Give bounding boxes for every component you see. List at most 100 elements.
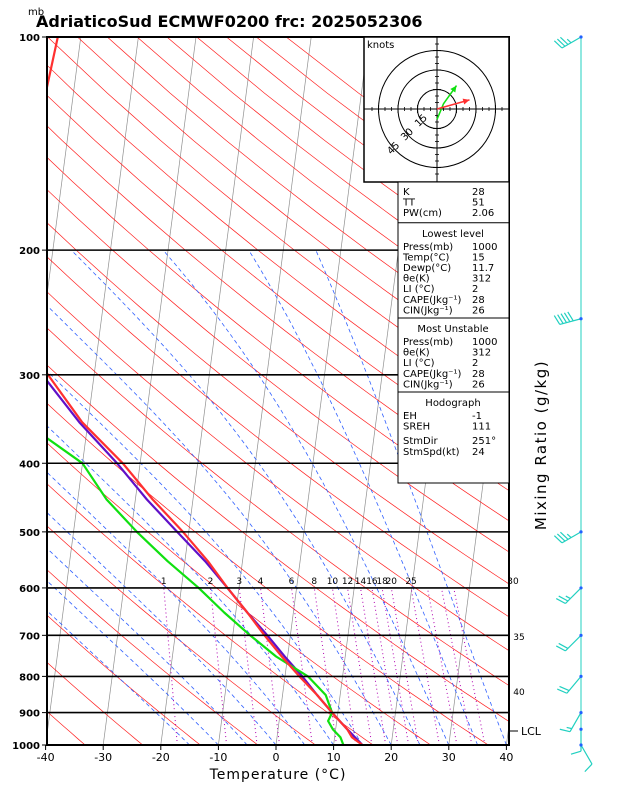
index-value: 111	[472, 422, 491, 433]
wind-barb	[555, 633, 583, 652]
moist-adiabat-line	[47, 471, 306, 745]
mixing-ratio-tick-label: 40	[513, 688, 525, 698]
index-label: CAPE(Jkg⁻¹)	[403, 369, 461, 380]
y-tick-label: 400	[19, 459, 40, 470]
index-value: 312	[472, 348, 491, 359]
index-value: 26	[472, 379, 485, 390]
mixing-ratio-tick-label: 20	[386, 577, 398, 587]
wind-barb	[555, 586, 583, 605]
y-tick-label: 100	[19, 33, 40, 44]
dry-adiabat-line	[47, 364, 509, 722]
wind-barb-shaft	[569, 712, 582, 732]
hodograph-storm-motion-arrowhead	[462, 98, 470, 105]
x-tick-label: -20	[152, 751, 170, 764]
mixing-ratio-tick-label: 10	[327, 577, 339, 587]
mixing-ratio-tick-label: 6	[289, 577, 295, 587]
pressure-levels	[47, 249, 509, 714]
dry-adiabat-line	[47, 189, 509, 553]
wind-barb-dot	[579, 35, 583, 39]
index-section-title: Most Unstable	[417, 324, 488, 335]
mixing-ratio-tick-label: 16	[366, 577, 378, 587]
dry-adiabat-line	[47, 569, 259, 745]
index-label: LI (°C)	[403, 358, 435, 369]
wind-barb-flag	[560, 531, 569, 540]
pressure-axis: 1000 900 800 700 600 500 400 300 200 100	[12, 33, 47, 752]
index-label: CIN(Jkg⁻¹)	[403, 305, 453, 316]
wind-barb-dot	[579, 674, 583, 678]
wind-barb-flag	[558, 642, 569, 649]
wind-barb-flag	[556, 38, 566, 47]
wind-barb	[553, 35, 583, 49]
dry-adiabat-line	[47, 64, 509, 433]
dry-adiabat-line	[47, 125, 509, 492]
wind-barb-flag	[557, 314, 564, 324]
index-label: Temp(°C)	[402, 252, 450, 263]
wind-barb-shaft	[565, 587, 582, 604]
wind-barb-shaft	[566, 676, 582, 694]
index-label: Press(mb)	[403, 242, 453, 253]
wind-barb-dot	[579, 711, 583, 715]
index-label: θe(K)	[403, 348, 430, 359]
mixing-ratio-line	[371, 587, 399, 745]
wind-barb-flag	[555, 598, 566, 605]
lcl-label: LCL	[521, 725, 542, 738]
wind-profile	[553, 35, 593, 773]
y-tick-label: 800	[19, 672, 40, 683]
dry-adiabat-line	[47, 256, 509, 618]
mixing-ratio-line	[390, 587, 419, 745]
isotherm-line	[102, 37, 197, 745]
wind-barb-flag	[555, 645, 566, 652]
temperature-curve	[47, 37, 364, 745]
wind-barb	[570, 727, 583, 755]
x-tick-label: 20	[384, 751, 398, 764]
wind-barb-shaft	[561, 531, 582, 544]
index-label: CAPE(Jkg⁻¹)	[403, 295, 461, 306]
wind-barb-flag	[584, 763, 593, 773]
isotherm-line	[160, 37, 254, 745]
profile-lines	[47, 37, 364, 745]
x-tick-label: 30	[442, 751, 456, 764]
wind-barb-flag	[567, 311, 574, 322]
y-tick-label: 500	[19, 528, 40, 539]
wind-barb-half-flag	[566, 726, 572, 730]
temperature-axis: -40 -30 -20 -10 0 10 20 30 40	[37, 745, 513, 764]
mixing-ratio-tick-label: 14	[355, 577, 367, 587]
wind-barb	[559, 711, 583, 733]
wind-barb-half-flag	[566, 38, 572, 44]
dry-adiabat-line	[47, 661, 143, 745]
index-label: TT	[402, 198, 416, 209]
y-tick-label: 900	[19, 709, 40, 720]
wind-barb-dot	[579, 633, 583, 637]
index-section-title: Hodograph	[425, 398, 480, 409]
mixing-ratio-tick-label: 3	[236, 577, 242, 587]
dry-adiabat-line	[47, 442, 431, 745]
wind-barb-flag	[560, 313, 568, 323]
x-tick-label: 10	[327, 751, 341, 764]
index-value: 11.7	[472, 263, 494, 274]
wind-barb-shaft	[565, 634, 582, 652]
mixing-ratio-line	[331, 587, 357, 745]
mixing-ratio-tick-label: 35	[513, 633, 524, 643]
index-value: 15	[472, 252, 485, 263]
indices-table: K 28 TT 51 PW(cm) 2.06 Lowest level Press(mb) 10…	[397, 181, 510, 484]
index-value: 312	[472, 274, 491, 285]
y-tick-label: 300	[19, 371, 40, 382]
y-tick-label: 600	[19, 584, 40, 595]
wind-barb-flag	[557, 688, 568, 694]
wind-barb-flag	[558, 595, 569, 602]
wind-barb-dot	[579, 317, 583, 321]
mixing-ratio-tick-label: 2	[208, 577, 214, 587]
index-value: 28	[472, 369, 485, 380]
dry-adiabat-line	[47, 525, 316, 745]
mixing-ratio-line	[291, 587, 313, 745]
wind-barb	[553, 530, 583, 544]
wind-barb-half-flag	[565, 595, 571, 600]
mixing-ratio-line	[347, 587, 373, 745]
dry-adiabat-line	[47, 94, 509, 462]
index-value: 24	[472, 447, 485, 458]
mixing-ratio-tick-label: 4	[258, 577, 264, 587]
y-tick-label: 700	[19, 631, 40, 642]
